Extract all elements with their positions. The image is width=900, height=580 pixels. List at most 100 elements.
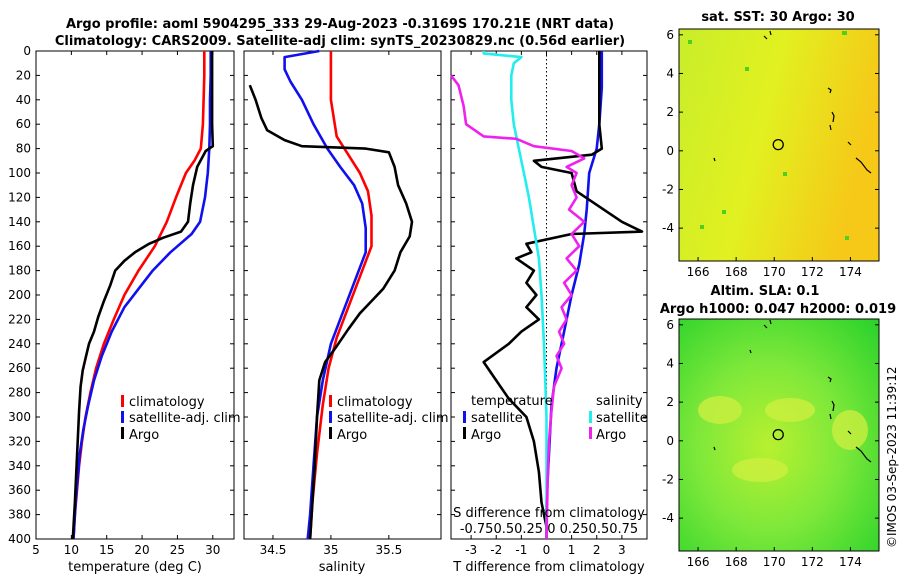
difference-legend: temperature salinity satellite Argo sate… [463, 394, 648, 443]
map-x-tick-label: 166 [687, 265, 710, 279]
depth-tick-label: 100 [8, 166, 31, 180]
imos-timestamp: ©IMOS 03-Sep-2023 11:39:12 [885, 366, 899, 548]
legend-label-climatology: climatology [129, 395, 205, 410]
legend-label-s-argo: Argo [596, 428, 626, 443]
map-x-tick-label: 168 [725, 265, 748, 279]
sla-y-ticks: 6 4 2 0 -2 -4 [662, 318, 879, 525]
map-y-tick-label: 2 [666, 105, 674, 119]
legend-label-argo: Argo [129, 428, 159, 443]
series-line-satellite-adj-clim [72, 51, 212, 540]
sla-patch [832, 410, 868, 450]
depth-tick-label: 0 [23, 44, 31, 58]
speckle [700, 225, 704, 229]
difference-series [449, 51, 644, 540]
depth-tick-label: 40 [16, 93, 31, 107]
sst-map-panel: sat. SST: 30 Argo: 30 166 168 170 172 174 6 4… [662, 10, 880, 279]
legend-swatch-climatology [329, 395, 332, 407]
map-x-tick-label: 166 [687, 555, 710, 569]
temperature-x-label: temperature (deg C) [68, 560, 202, 575]
salinity-x-label: salinity [319, 560, 366, 575]
map-y-tick-label: -2 [662, 472, 674, 486]
map-y-tick-label: 2 [666, 395, 674, 409]
legend-swatch-s-satellite [589, 411, 592, 423]
legend-swatch-argo [329, 427, 332, 439]
coastline [827, 376, 872, 463]
map-y-tick-label: 4 [666, 356, 674, 370]
series-line-argo [248, 84, 414, 540]
sla-map-title: Altim. SLA: 0.1 [711, 284, 820, 299]
x-tick-label: 0 [543, 543, 551, 557]
depth-tick-label: 120 [8, 190, 31, 204]
depth-tick-label: 200 [8, 288, 31, 302]
depth-tick-label: 240 [8, 337, 31, 351]
x-tick-label: 3 [618, 543, 626, 557]
legend-label-satellite-adj: satellite-adj. clim [129, 411, 241, 426]
difference-x-ticks: -3 -2 -1 0 1 2 3 [465, 51, 626, 557]
legend-swatch-satellite-adj [329, 411, 332, 423]
argo-position-marker [772, 138, 784, 151]
legend-swatch-argo [121, 427, 124, 439]
depth-tick-label: 220 [8, 312, 31, 326]
sst-y-ticks: 6 4 2 0 -2 -4 [662, 28, 879, 235]
sla-patch [698, 396, 742, 424]
series-line-s-argo [449, 74, 586, 540]
temperature-x-ticks: 5 10 15 20 25 30 [32, 51, 220, 557]
sla-map-panel: Altim. SLA: 0.1 Argo h1000: 0.047 h2000:… [660, 284, 896, 569]
speckle [842, 31, 847, 35]
x-tick-label: 1 [568, 543, 576, 557]
map-y-tick-label: 4 [666, 66, 674, 80]
x-tick-label: -2 [490, 543, 502, 557]
series-line-s-satellite [482, 51, 548, 539]
map-x-tick-label: 170 [763, 265, 786, 279]
temperature-panel: 0 20 40 60 80 100 120 140 160 180 200 220 240 260 280 3… [8, 44, 241, 575]
sla-patch [765, 398, 815, 422]
sst-map-speckles [688, 31, 849, 240]
map-x-tick-label: 172 [801, 555, 824, 569]
legend-swatch-t-satellite [463, 411, 466, 423]
speckle [745, 67, 749, 71]
title-line2: Climatology: CARS2009. Satellite-adj cli… [55, 34, 625, 49]
map-y-tick-label: -2 [662, 182, 674, 196]
x-tick-label: 5 [32, 543, 40, 557]
depth-tick-label: 380 [8, 508, 31, 522]
depth-tick-label: 160 [8, 239, 31, 253]
legend-label-s-satellite: satellite [596, 411, 648, 426]
depth-tick-label: 260 [8, 361, 31, 375]
coastline [713, 157, 716, 162]
legend-swatch-s-argo [589, 427, 592, 439]
legend-label-satellite-adj: satellite-adj. clim [337, 411, 449, 426]
map-y-tick-label: 0 [666, 434, 674, 448]
legend-title-salinity: salinity [596, 394, 643, 409]
difference-panel: -3 -2 -1 0 1 2 3 T difference from climatology… [449, 50, 648, 575]
title-line1: Argo profile: aoml 5904295_333 29-Aug-20… [66, 17, 614, 32]
map-y-tick-label: 0 [666, 144, 674, 158]
depth-tick-label: 360 [8, 483, 31, 497]
temperature-legend: climatology satellite-adj. clim Argo [121, 395, 241, 443]
legend-label-t-argo: Argo [471, 428, 501, 443]
map-y-tick-label: 6 [666, 318, 674, 332]
sst-map-field [678, 28, 880, 262]
legend-swatch-satellite-adj [121, 411, 124, 423]
x-tick-label: 35.5 [375, 543, 402, 557]
legend-label-t-satellite: satellite [471, 411, 523, 426]
map-x-tick-label: 172 [801, 265, 824, 279]
legend-label-argo: Argo [337, 428, 367, 443]
legend-label-climatology: climatology [337, 395, 413, 410]
map-y-tick-label: -4 [662, 221, 674, 235]
sla-x-ticks: 166 168 170 172 174 [687, 547, 862, 569]
speckle [722, 210, 726, 214]
sla-patch [732, 458, 788, 482]
salinity-series [248, 49, 414, 540]
x-tick-label: 34.5 [260, 543, 287, 557]
map-y-tick-label: -4 [662, 511, 674, 525]
s-difference-label: S difference from climatology [453, 506, 645, 521]
difference-depth-ticks [451, 50, 647, 540]
depth-tick-label: 60 [16, 117, 31, 131]
sla-map-patches [698, 396, 868, 482]
coastline [713, 446, 716, 451]
speckle [688, 40, 692, 44]
depth-tick-label: 20 [16, 68, 31, 82]
sst-map-title: sat. SST: 30 Argo: 30 [701, 10, 854, 25]
s-difference-ticks: -0.750.50.25 0 0.250.50.75 [460, 522, 638, 537]
